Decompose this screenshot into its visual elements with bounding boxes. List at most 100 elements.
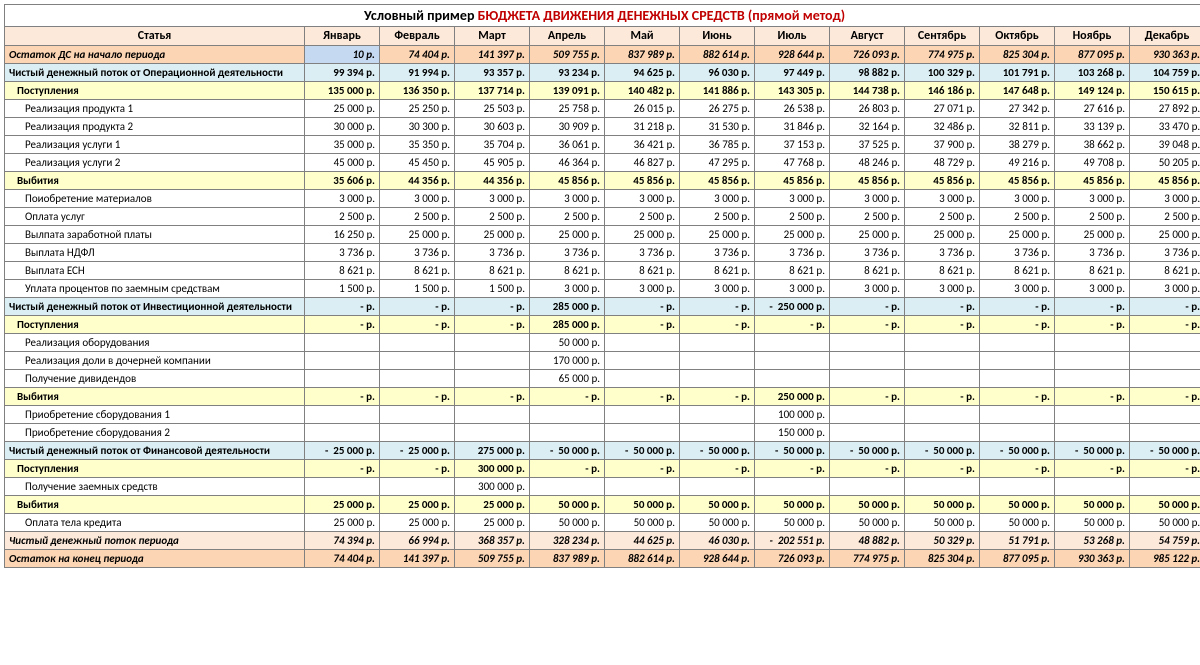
table-cell: 8 621 р. [380, 262, 455, 280]
table-cell: - р. [1055, 388, 1130, 406]
table-cell: 27 892 р. [1130, 100, 1200, 118]
table-cell: 3 000 р. [905, 190, 980, 208]
table-cell: 368 357 р. [455, 532, 530, 550]
table-cell: 25 000 р. [455, 496, 530, 514]
table-row: Приобретение сборудования 2150 000 р. [5, 424, 1200, 442]
table-cell: 25 000 р. [305, 100, 380, 118]
table-cell: 3 736 р. [680, 244, 755, 262]
table-cell: 93 357 р. [455, 64, 530, 82]
table-cell [905, 352, 980, 370]
table-cell: 48 882 р. [830, 532, 905, 550]
column-header-row: СтатьяЯнварьФевральМартАпрельМайИюньИюль… [5, 27, 1200, 46]
table-cell: 45 450 р. [380, 154, 455, 172]
table-cell: 3 736 р. [830, 244, 905, 262]
table-cell: 8 621 р. [305, 262, 380, 280]
table-cell: - р. [305, 298, 380, 316]
row-label: Реализация продукта 1 [5, 100, 305, 118]
table-cell: 30 603 р. [455, 118, 530, 136]
table-cell: 3 000 р. [455, 190, 530, 208]
table-cell: 50 000 р. [830, 496, 905, 514]
table-cell: 45 000 р. [305, 154, 380, 172]
col-header-month: Декабрь [1130, 27, 1200, 46]
table-cell: 985 122 р. [1130, 550, 1200, 568]
table-cell: 1 500 р. [455, 280, 530, 298]
table-cell: 8 621 р. [905, 262, 980, 280]
row-label: Выплата ЕСН [5, 262, 305, 280]
table-cell: 53 268 р. [1055, 532, 1130, 550]
table-cell: 50 000 р. [905, 514, 980, 532]
table-cell [455, 424, 530, 442]
table-cell: 48 246 р. [830, 154, 905, 172]
table-cell: 25 000 р. [455, 226, 530, 244]
table-cell [1055, 478, 1130, 496]
table-cell: - р. [830, 316, 905, 334]
table-row: Поступления- р.- р.300 000 р.- р.- р.- р… [5, 460, 1200, 478]
table-cell: 51 791 р. [980, 532, 1055, 550]
table-cell [980, 334, 1055, 352]
table-cell: 45 856 р. [830, 172, 905, 190]
table-cell: 2 500 р. [905, 208, 980, 226]
table-cell: 25 000 р. [905, 226, 980, 244]
table-cell [755, 478, 830, 496]
table-cell: 45 856 р. [530, 172, 605, 190]
row-label: Поступления [5, 82, 305, 100]
table-cell: - р. [1055, 316, 1130, 334]
table-cell: 8 621 р. [755, 262, 830, 280]
table-cell: 47 768 р. [755, 154, 830, 172]
table-row: Поступления- р.- р.- р.285 000 р.- р.- р… [5, 316, 1200, 334]
table-cell [1055, 424, 1130, 442]
table-cell [980, 478, 1055, 496]
row-label: Оплата тела кредита [5, 514, 305, 532]
table-cell [380, 478, 455, 496]
row-label: Поступления [5, 460, 305, 478]
table-cell: 3 736 р. [380, 244, 455, 262]
table-cell: 44 625 р. [605, 532, 680, 550]
table-cell: 877 095 р. [1055, 46, 1130, 64]
table-row: Поиобретение материалов3 000 р.3 000 р.3… [5, 190, 1200, 208]
table-cell: 3 000 р. [530, 190, 605, 208]
table-cell: 25 000 р. [755, 226, 830, 244]
table-cell: 50 000 р. [530, 334, 605, 352]
table-cell: 25 000 р. [530, 226, 605, 244]
table-row: Чистый денежный поток периода74 394 р.66… [5, 532, 1200, 550]
table-cell: 25 250 р. [380, 100, 455, 118]
table-cell: 2 500 р. [605, 208, 680, 226]
table-cell: 50 329 р. [905, 532, 980, 550]
table-cell [1055, 352, 1130, 370]
table-cell: 35 606 р. [305, 172, 380, 190]
table-cell: 8 621 р. [680, 262, 755, 280]
table-cell [380, 424, 455, 442]
table-cell: - р. [680, 388, 755, 406]
table-cell: 32 486 р. [905, 118, 980, 136]
table-cell [380, 406, 455, 424]
table-cell: 3 736 р. [755, 244, 830, 262]
table-row: Выплата НДФЛ3 736 р.3 736 р.3 736 р.3 73… [5, 244, 1200, 262]
table-cell: 45 856 р. [905, 172, 980, 190]
table-cell: 135 000 р. [305, 82, 380, 100]
table-row: Остаток ДС на начало периода10 р.74 404 … [5, 46, 1200, 64]
table-cell: - р. [380, 388, 455, 406]
table-row: Реализация доли в дочерней компании170 0… [5, 352, 1200, 370]
row-label: Выбития [5, 496, 305, 514]
table-cell: - р. [680, 316, 755, 334]
table-cell: 3 000 р. [305, 190, 380, 208]
table-cell: 74 394 р. [305, 532, 380, 550]
table-cell [980, 406, 1055, 424]
table-row: Выплата ЕСН8 621 р.8 621 р.8 621 р.8 621… [5, 262, 1200, 280]
table-cell: - р. [755, 460, 830, 478]
table-cell: 26 015 р. [605, 100, 680, 118]
table-cell: 3 000 р. [680, 190, 755, 208]
col-header-month: Август [830, 27, 905, 46]
table-cell [605, 334, 680, 352]
table-cell: 141 397 р. [380, 550, 455, 568]
table-cell: 2 500 р. [830, 208, 905, 226]
table-cell [530, 478, 605, 496]
row-label: Поиобретение материалов [5, 190, 305, 208]
table-cell [980, 424, 1055, 442]
table-cell [755, 352, 830, 370]
row-label: Остаток ДС на начало периода [5, 46, 305, 64]
table-cell: - р. [905, 298, 980, 316]
table-cell: 8 621 р. [530, 262, 605, 280]
table-cell: 150 000 р. [755, 424, 830, 442]
table-cell: 31 846 р. [755, 118, 830, 136]
